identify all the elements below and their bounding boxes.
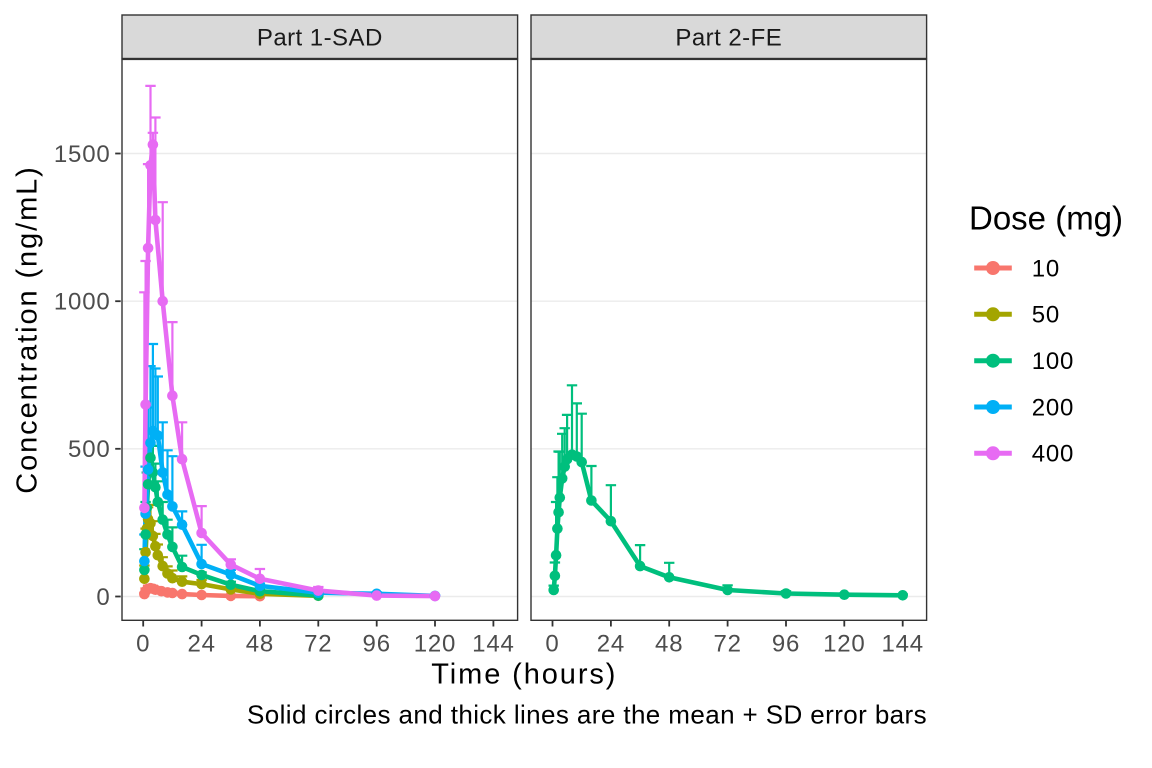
svg-text:500: 500 — [68, 436, 110, 463]
svg-text:0: 0 — [96, 584, 110, 611]
svg-text:72: 72 — [713, 631, 741, 658]
svg-text:400: 400 — [1032, 441, 1074, 468]
svg-text:96: 96 — [363, 631, 391, 658]
svg-text:24: 24 — [187, 631, 215, 658]
svg-text:Dose (mg): Dose (mg) — [969, 200, 1123, 237]
svg-text:48: 48 — [246, 631, 274, 658]
svg-text:120: 120 — [823, 631, 865, 658]
svg-text:100: 100 — [1032, 348, 1074, 375]
svg-text:120: 120 — [414, 631, 456, 658]
svg-text:144: 144 — [472, 631, 514, 658]
svg-text:1000: 1000 — [54, 289, 111, 316]
svg-text:50: 50 — [1032, 302, 1060, 329]
svg-text:96: 96 — [772, 631, 800, 658]
svg-text:0: 0 — [545, 631, 559, 658]
svg-text:144: 144 — [881, 631, 923, 658]
svg-text:0: 0 — [136, 631, 150, 658]
svg-text:72: 72 — [304, 631, 332, 658]
svg-text:Concentration (ng/mL): Concentration (ng/mL) — [12, 165, 44, 493]
svg-text:Time (hours): Time (hours) — [431, 659, 617, 691]
svg-text:Part 1-SAD: Part 1-SAD — [257, 25, 383, 52]
svg-text:48: 48 — [655, 631, 683, 658]
svg-text:24: 24 — [597, 631, 625, 658]
svg-text:Part 2-FE: Part 2-FE — [675, 25, 782, 52]
svg-text:Solid circles and thick lines: Solid circles and thick lines are the me… — [247, 700, 927, 730]
svg-text:200: 200 — [1032, 394, 1074, 421]
svg-text:10: 10 — [1032, 255, 1060, 282]
svg-text:1500: 1500 — [54, 141, 111, 168]
